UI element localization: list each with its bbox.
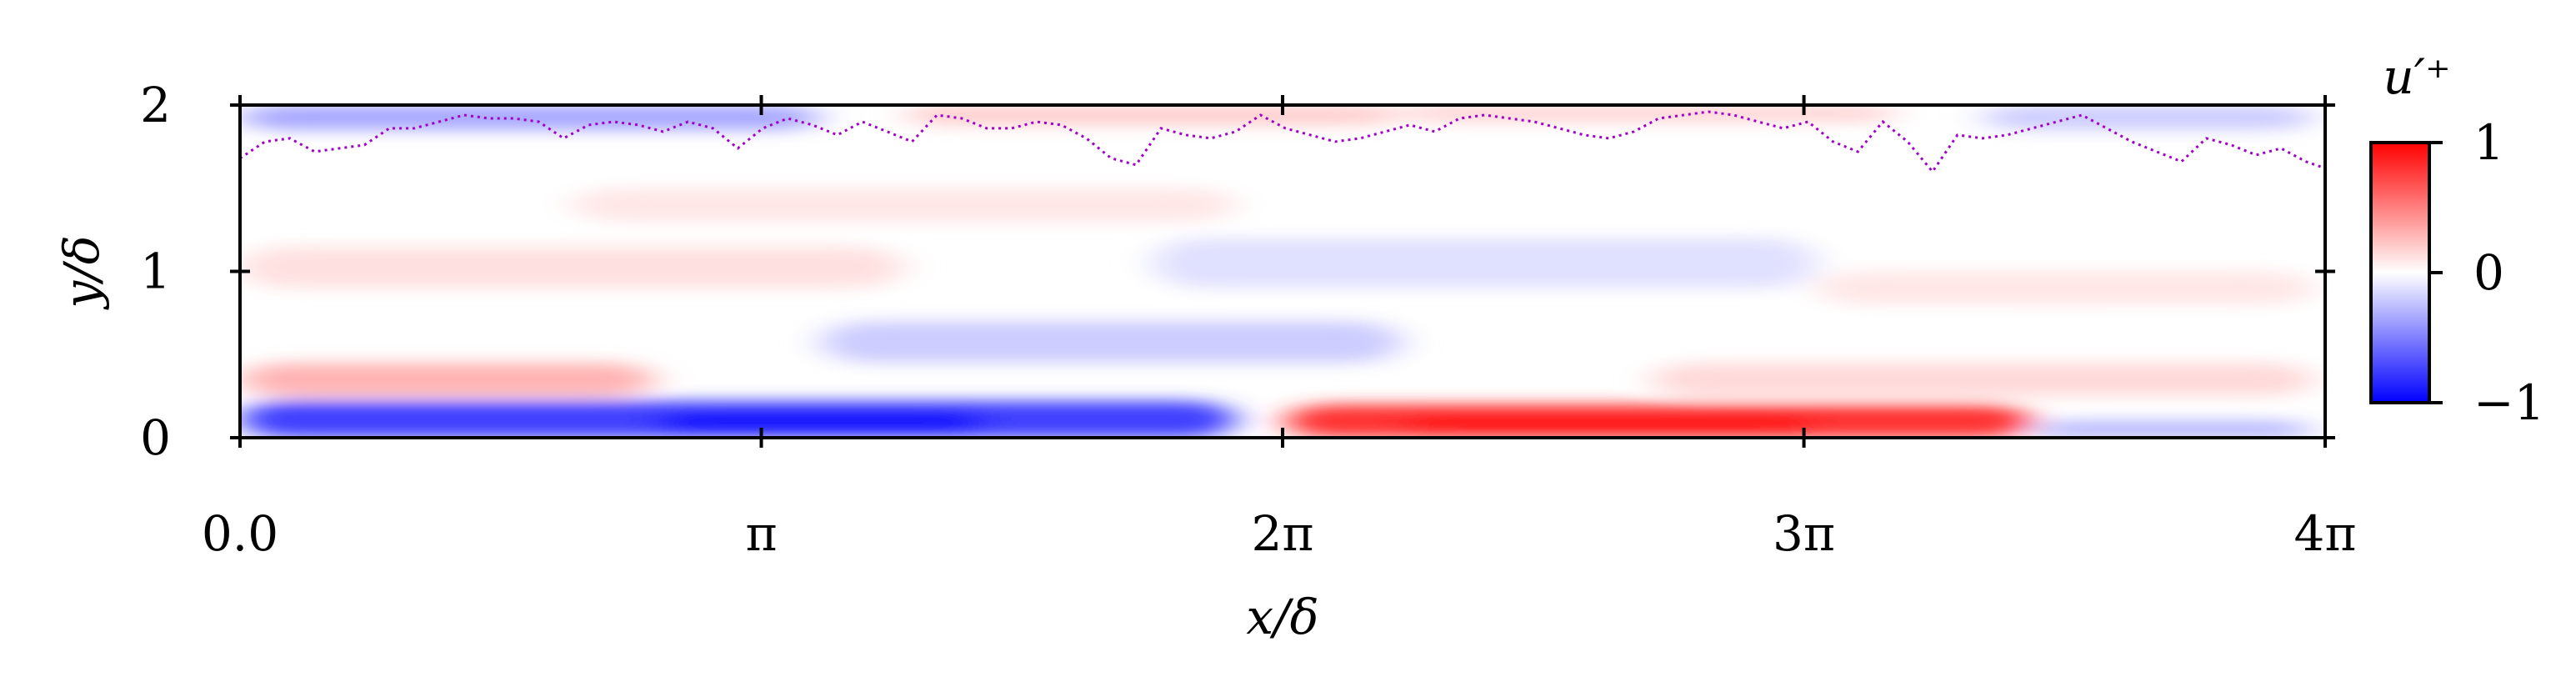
x-tick-label: 0.0 — [202, 505, 278, 562]
field-region — [903, 105, 1402, 125]
colorbar-tick-label: 1 — [2473, 114, 2504, 171]
x-tick-label: 4π — [2293, 505, 2356, 562]
field-region — [1650, 363, 2314, 397]
colorbar-gradient — [2369, 141, 2431, 404]
field-region — [240, 246, 904, 288]
field-region — [572, 188, 1236, 222]
velocity-field — [240, 105, 2314, 438]
colorbar-title: u′⁺ — [2383, 48, 2450, 105]
interface-line — [240, 110, 2325, 174]
x-axis-ticks: 0.0 π 2π 3π 4π — [202, 95, 2357, 562]
field-region — [240, 363, 655, 397]
plot-area — [238, 103, 2327, 439]
field-region — [1153, 238, 1817, 288]
colorbar-tick-label: 0 — [2473, 244, 2504, 301]
colorbar-tick-label: −1 — [2473, 374, 2545, 431]
field-region — [1816, 271, 2314, 305]
y-axis-ticks: 0 1 2 — [140, 77, 2335, 466]
field-region — [1982, 105, 2314, 130]
y-tick-label: 2 — [140, 77, 171, 133]
field-region — [820, 321, 1402, 364]
y-axis-label: y/δ — [53, 235, 110, 310]
colorbar: 1 0 −1 u′⁺ — [2369, 48, 2545, 431]
y-tick-label: 0 — [140, 409, 171, 466]
x-tick-label: π — [745, 505, 777, 562]
field-region — [654, 411, 987, 434]
field-region — [1401, 416, 1817, 434]
x-tick-label: 2π — [1252, 505, 1314, 562]
colorbar-ticks: 1 0 −1 — [2429, 114, 2545, 431]
field-region — [240, 105, 821, 130]
x-tick-label: 3π — [1773, 505, 1835, 562]
y-tick-label: 1 — [140, 243, 171, 300]
field-region — [2032, 421, 2314, 438]
x-axis-label: x/δ — [1246, 589, 1318, 645]
field-region — [1401, 105, 1900, 122]
